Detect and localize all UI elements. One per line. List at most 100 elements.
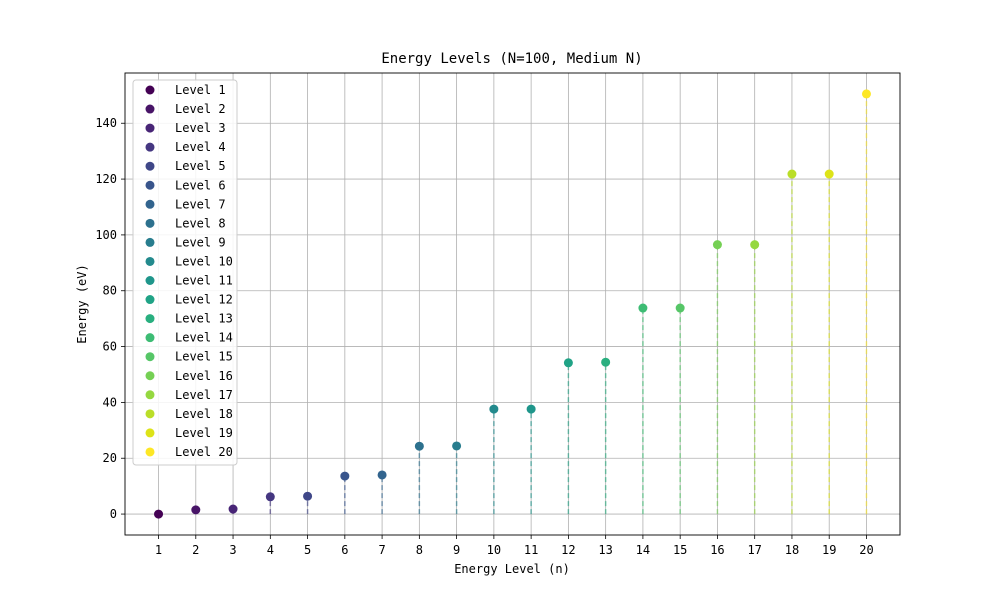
legend-marker	[145, 161, 155, 171]
data-point	[228, 504, 238, 514]
x-axis-label: Energy Level (n)	[454, 562, 570, 576]
y-axis-label: Energy (eV)	[75, 264, 89, 343]
x-tick-label: 18	[785, 543, 799, 557]
legend-label: Level 19	[175, 426, 233, 440]
data-point	[601, 357, 611, 367]
legend-marker	[145, 295, 155, 305]
data-point	[638, 303, 648, 313]
legend-marker	[145, 371, 155, 381]
legend-marker	[145, 180, 155, 190]
x-tick-label: 17	[747, 543, 761, 557]
legend-marker	[145, 85, 155, 95]
legend-label: Level 6	[175, 178, 226, 192]
x-tick-label: 14	[636, 543, 650, 557]
data-point	[712, 240, 722, 250]
y-tick-label: 60	[103, 340, 117, 354]
data-point	[340, 471, 350, 481]
legend-label: Level 15	[175, 350, 233, 364]
y-tick-label: 40	[103, 395, 117, 409]
legend-label: Level 9	[175, 235, 226, 249]
legend: Level 1 Level 2 Level 3 Level 4 Level 5 Level…	[132, 79, 238, 466]
y-tick-label: 140	[95, 116, 117, 130]
x-tick-label: 19	[822, 543, 836, 557]
legend-label: Level 18	[175, 407, 233, 421]
legend-marker	[145, 256, 155, 266]
x-tick-label: 13	[598, 543, 612, 557]
legend-marker	[145, 314, 155, 324]
legend-label: Level 20	[175, 445, 233, 459]
legend-label: Level 17	[175, 388, 233, 402]
stems	[195, 93, 868, 515]
data-point	[265, 492, 275, 502]
x-tick-label: 4	[267, 543, 274, 557]
x-tick-label: 1	[155, 543, 162, 557]
grid	[125, 73, 900, 535]
legend-label: Level 3	[175, 121, 226, 135]
y-tick-label: 80	[103, 284, 117, 298]
axes: 1 2 3 4 5 6 7 8 9 10 11 12 13 14 15 16 17 18 19 20020406080…	[95, 72, 901, 557]
legend-label: Level 2	[175, 102, 226, 116]
legend-marker	[145, 104, 155, 114]
legend-marker	[145, 333, 155, 343]
data-point	[750, 240, 760, 250]
legend-label: Level 13	[175, 312, 233, 326]
legend-marker	[145, 409, 155, 419]
legend-label: Level 1	[175, 83, 226, 97]
legend-marker	[145, 123, 155, 133]
x-tick-label: 2	[192, 543, 199, 557]
y-tick-label: 20	[103, 451, 117, 465]
legend-marker	[145, 276, 155, 285]
legend-label: Level 7	[175, 197, 226, 211]
legend-marker	[145, 218, 155, 228]
x-tick-label: 9	[453, 543, 460, 557]
x-tick-label: 6	[341, 543, 348, 557]
data-point	[414, 441, 424, 451]
legend-box	[132, 79, 238, 466]
y-tick-label: 0	[110, 507, 117, 521]
legend-marker	[145, 352, 155, 362]
data-point	[861, 89, 871, 99]
plot-frame	[124, 72, 901, 536]
legend-marker	[145, 428, 155, 438]
x-tick-label: 10	[487, 543, 501, 557]
y-tick-label: 100	[95, 228, 117, 242]
data-point	[377, 470, 387, 480]
legend-label: Level 14	[175, 331, 233, 345]
chart-title: Energy Levels (N=100, Medium N)	[381, 51, 642, 67]
x-tick-label: 5	[304, 543, 311, 557]
data-point	[489, 404, 499, 414]
x-tick-label: 11	[524, 543, 538, 557]
legend-marker	[145, 237, 155, 247]
legend-label: Level 12	[175, 293, 233, 307]
x-tick-label: 7	[378, 543, 385, 557]
legend-label: Level 16	[175, 369, 233, 383]
legend-marker	[145, 142, 155, 152]
legend-marker	[145, 199, 155, 209]
data-point	[563, 358, 573, 368]
x-tick-label: 15	[673, 543, 687, 557]
y-tick-label: 120	[95, 172, 117, 186]
legend-marker	[145, 447, 155, 457]
legend-label: Level 4	[175, 140, 226, 154]
data-point	[154, 509, 164, 519]
legend-label: Level 8	[175, 216, 226, 230]
data-point	[675, 303, 685, 313]
x-tick-label: 16	[710, 543, 724, 557]
legend-label: Level 10	[175, 254, 233, 268]
data-point	[824, 169, 834, 179]
x-tick-label: 12	[561, 543, 575, 557]
x-tick-label: 3	[229, 543, 236, 557]
legend-label: Level 5	[175, 159, 226, 173]
data-point	[303, 491, 313, 501]
data-point	[191, 505, 201, 515]
data-point	[526, 404, 536, 414]
x-tick-label: 8	[416, 543, 423, 557]
data-points	[154, 89, 871, 519]
data-point	[787, 169, 797, 179]
data-point	[452, 441, 462, 451]
legend-label: Level 11	[175, 274, 233, 288]
x-tick-label: 20	[859, 543, 873, 557]
legend-marker	[145, 390, 155, 400]
